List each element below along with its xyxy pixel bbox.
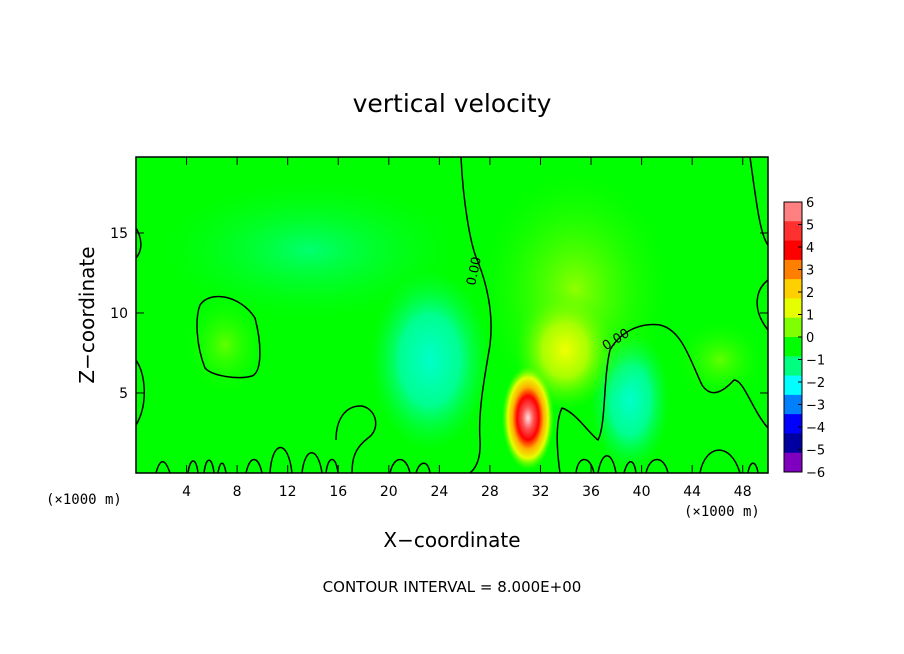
colorbar-label: −1 xyxy=(806,354,825,369)
colorbar-label: 2 xyxy=(806,286,814,301)
colorbar-swatch xyxy=(784,317,802,338)
y-axis-label: Z−coordinate xyxy=(75,246,99,383)
x-unit-left: (×1000 m) xyxy=(46,492,122,508)
colorbar: 6 5 4 3 2 1 0 −1 −2 −3 −4 −5 −6 xyxy=(783,196,825,481)
x-tick-label: 12 xyxy=(279,484,297,500)
colorbar-swatch xyxy=(784,259,802,280)
contour-interval: CONTOUR INTERVAL = 8.000E+00 xyxy=(323,578,582,596)
chart-title: vertical velocity xyxy=(353,89,552,118)
colorbar-label: −4 xyxy=(806,421,825,436)
colorbar-swatch xyxy=(784,298,802,319)
zero-contour-leftedge-top xyxy=(136,227,142,259)
zero-contour-main xyxy=(460,157,492,473)
x-tick-label: 4 xyxy=(182,484,191,500)
x-tick-label: 40 xyxy=(633,484,651,500)
contour-label-main: 0.00 xyxy=(464,256,485,287)
x-axis-ticks: 4 8 12 16 20 24 28 32 36 40 44 48 xyxy=(182,157,752,500)
colorbar-swatch xyxy=(784,240,802,261)
plot-area xyxy=(136,157,768,473)
x-tick-label: 16 xyxy=(329,484,347,500)
downdraft-left-column xyxy=(370,270,490,450)
weak-updraft-left xyxy=(185,295,265,395)
colorbar-label: −3 xyxy=(806,399,825,414)
zero-contour-surface-ripples xyxy=(155,446,759,473)
plot-frame xyxy=(135,156,769,474)
zero-contour-lowcell xyxy=(335,405,377,473)
weak-updraft-right xyxy=(675,320,765,400)
x-tick-label: 28 xyxy=(481,484,499,500)
colorbar-label: 3 xyxy=(806,264,814,279)
colorbar-swatch xyxy=(784,356,802,377)
colorbar-swatch xyxy=(784,337,802,357)
y-tick-label: 5 xyxy=(119,386,128,402)
colorbar-swatch xyxy=(784,414,802,434)
colorbar-swatch xyxy=(784,202,802,222)
zero-contour-right xyxy=(556,323,768,473)
colorbar-label: 6 xyxy=(806,196,814,211)
colorbar-swatch xyxy=(784,221,802,242)
x-tick-label: 36 xyxy=(582,484,600,500)
zero-contours xyxy=(136,157,768,473)
updraft-core xyxy=(502,366,554,470)
x-axis-label: X−coordinate xyxy=(383,528,520,552)
colorbar-label: 0 xyxy=(806,331,814,346)
zero-contour-topright xyxy=(749,157,768,246)
x-tick-label: 8 xyxy=(233,484,242,500)
x-tick-label: 24 xyxy=(430,484,448,500)
colorbar-label: 5 xyxy=(806,219,814,234)
colorbar-swatch xyxy=(784,452,802,473)
colorbar-swatch xyxy=(784,394,802,415)
colorbar-label: −6 xyxy=(806,466,825,481)
zero-contour-leftedge xyxy=(136,359,145,426)
colorbar-label: 1 xyxy=(806,309,814,324)
x-tick-label: 44 xyxy=(683,484,701,500)
colorbar-swatch xyxy=(784,433,802,454)
x-tick-label: 20 xyxy=(380,484,398,500)
x-unit-right: (×1000 m) xyxy=(684,504,760,520)
colorbar-label: −2 xyxy=(806,376,825,391)
downdraft-upper-left xyxy=(160,180,460,320)
y-tick-label: 15 xyxy=(110,226,128,242)
colorbar-swatch xyxy=(784,375,802,396)
x-tick-label: 48 xyxy=(734,484,752,500)
colorbar-label: 4 xyxy=(806,241,814,256)
colorbar-label: −5 xyxy=(806,444,825,459)
colorbar-swatch xyxy=(784,279,802,299)
x-tick-label: 32 xyxy=(532,484,550,500)
y-tick-label: 10 xyxy=(110,306,128,322)
zero-contour-blob xyxy=(196,295,261,379)
y-axis-ticks: 5 10 15 xyxy=(110,226,768,402)
zero-contour-rightedge xyxy=(756,279,768,331)
